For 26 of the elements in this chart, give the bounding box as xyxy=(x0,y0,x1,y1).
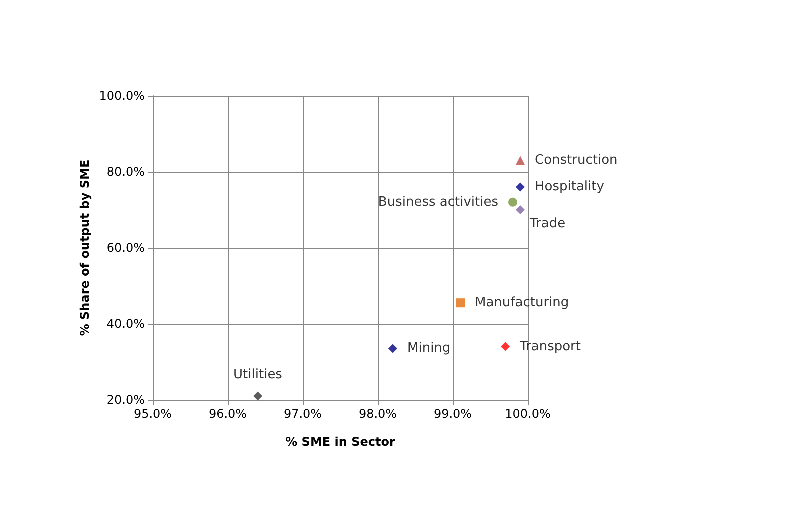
point xyxy=(516,156,525,166)
series-label: Trade xyxy=(529,216,566,232)
y-tick-label: 100.0% xyxy=(99,89,145,103)
point xyxy=(254,392,262,401)
series-label: Utilities xyxy=(234,368,283,383)
x-tick-label: 98.0% xyxy=(358,407,398,421)
point xyxy=(501,342,510,352)
point xyxy=(456,298,465,308)
x-tick-label: 95.0% xyxy=(134,407,172,421)
x-tick-label: 100.0% xyxy=(505,407,551,421)
y-tick-label: 80.0% xyxy=(106,165,145,179)
x-axis-title: % SME in Sector xyxy=(286,435,396,449)
point xyxy=(516,206,525,214)
x-tick-label: 96.0% xyxy=(208,407,248,421)
x-tick-label: 97.0% xyxy=(284,407,322,421)
y-tick-label: 40.0% xyxy=(106,317,145,331)
y-axis-title: % Share of output by SME xyxy=(78,160,92,336)
series-label: Construction xyxy=(535,153,618,168)
x-tick-label: 99.0% xyxy=(434,407,472,421)
point xyxy=(516,182,525,192)
y-tick-label: 60.0% xyxy=(106,241,145,255)
point xyxy=(508,198,518,207)
point xyxy=(388,344,398,354)
y-tick-label: 20.0% xyxy=(106,393,145,407)
series-label: Mining xyxy=(408,341,451,356)
series-label: Hospitality xyxy=(535,180,605,195)
